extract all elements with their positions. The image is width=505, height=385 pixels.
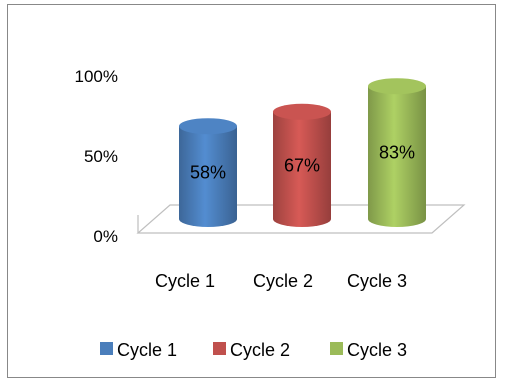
legend-label: Cycle 1 bbox=[117, 340, 177, 360]
bar-value-label: 83% bbox=[379, 143, 415, 163]
bar-top bbox=[179, 118, 237, 135]
x-tick-label: Cycle 3 bbox=[347, 271, 407, 291]
legend-label: Cycle 2 bbox=[230, 340, 290, 360]
y-tick-label: 100% bbox=[75, 67, 118, 86]
bar-value-label: 58% bbox=[190, 163, 226, 183]
bar-top bbox=[273, 103, 331, 120]
bar-value-label: 67% bbox=[284, 155, 320, 175]
x-tick-label: Cycle 2 bbox=[253, 271, 313, 291]
legend-swatch bbox=[330, 342, 343, 355]
bar-body bbox=[273, 111, 331, 227]
legend-swatch bbox=[100, 342, 113, 355]
bar-top bbox=[368, 78, 426, 95]
x-tick-label: Cycle 1 bbox=[155, 271, 215, 291]
bar-body bbox=[368, 86, 426, 227]
bars-group: 58% 67% 83% bbox=[179, 78, 426, 227]
y-tick-label: 0% bbox=[93, 227, 118, 246]
legend-label: Cycle 3 bbox=[347, 340, 407, 360]
y-tick-label: 50% bbox=[84, 147, 118, 166]
legend-swatch bbox=[213, 342, 226, 355]
bar-body bbox=[179, 126, 237, 227]
